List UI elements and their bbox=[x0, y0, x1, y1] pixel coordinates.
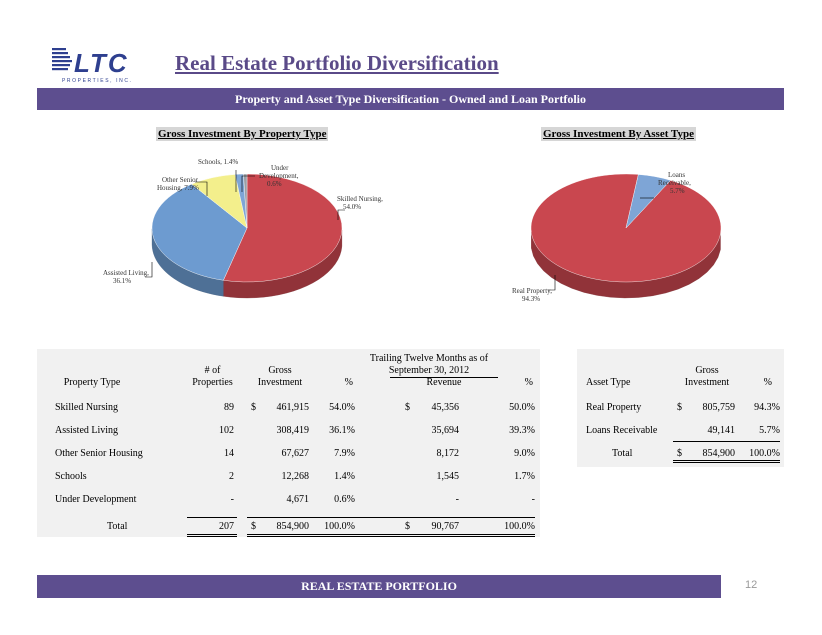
total-gross: 854,900 bbox=[276, 521, 310, 532]
asset-type-table: Gross Investment Asset Type % Real Prope… bbox=[577, 349, 784, 467]
leader-line-real bbox=[548, 275, 556, 291]
row-gross-pct: 54.0% bbox=[329, 402, 355, 413]
leader-line-skilled bbox=[337, 209, 345, 220]
row-revenue-pct: 39.3% bbox=[509, 425, 535, 436]
row-gross-pct: 36.1% bbox=[329, 425, 355, 436]
row-dollar-sign: $ bbox=[251, 402, 256, 413]
loans-receivable-slice bbox=[625, 174, 671, 229]
row-gross-investment: 308,419 bbox=[276, 425, 310, 436]
page-number: 12 bbox=[745, 579, 758, 591]
skilled-nursing-slice bbox=[223, 173, 343, 283]
row-num-properties: 89 bbox=[224, 402, 234, 413]
col-rev-pct: % bbox=[524, 377, 533, 388]
row-gross-pct: 1.4% bbox=[334, 471, 355, 482]
row-gross-pct: 0.6% bbox=[334, 494, 355, 505]
row-gross-investment: 461,915 bbox=[276, 402, 310, 413]
leader-line-other bbox=[195, 181, 208, 196]
col-gross-line1: Gross bbox=[268, 365, 292, 376]
leader-line-assisted bbox=[145, 262, 153, 278]
row-gross-investment: 12,268 bbox=[281, 471, 310, 482]
asset-row-gross: 805,759 bbox=[702, 402, 736, 413]
asset-row-type: Loans Receivable bbox=[586, 425, 658, 436]
label-loans-receivable: Loans Receivable, 5.7% bbox=[658, 171, 691, 195]
logo-text: LTC bbox=[74, 48, 129, 78]
row-revenue-pct: - bbox=[531, 494, 535, 505]
asset-col-type: Asset Type bbox=[586, 377, 631, 388]
logo-subtext: PROPERTIES, INC. bbox=[62, 78, 133, 84]
property-type-pie-chart: Skilled Nursing, 54.0% Assisted Living, 36… bbox=[103, 158, 383, 299]
col-property-type: Property Type bbox=[63, 377, 121, 388]
col-pct: % bbox=[344, 377, 353, 388]
row-gross-investment: 67,627 bbox=[281, 448, 310, 459]
asset-row-type: Real Property bbox=[586, 402, 642, 413]
row-num-properties: - bbox=[230, 494, 234, 505]
total-rev-dollar: $ bbox=[405, 521, 410, 532]
ttm-header-line1: Trailing Twelve Months as of bbox=[369, 353, 489, 364]
asset-chart-title: Gross Investment By Asset Type bbox=[541, 127, 696, 141]
label-real-property: Real Property, 94.3% bbox=[512, 287, 552, 303]
asset-row-pct: 5.7% bbox=[759, 425, 780, 436]
asset-col-pct: % bbox=[763, 377, 772, 388]
label-skilled-nursing: Skilled Nursing, 54.0% bbox=[337, 195, 383, 211]
label-assisted-living: Assisted Living, 36.1% bbox=[103, 269, 149, 285]
row-property-type: Schools bbox=[55, 471, 87, 482]
leader-line-under bbox=[241, 175, 255, 192]
row-gross-pct: 7.9% bbox=[334, 448, 355, 459]
row-property-type: Other Senior Housing bbox=[55, 448, 143, 459]
asset-col-gross-line2: Investment bbox=[684, 377, 730, 388]
row-revenue: 45,356 bbox=[431, 402, 460, 413]
row-revenue-pct: 1.7% bbox=[514, 471, 535, 482]
row-property-type: Skilled Nursing bbox=[55, 402, 119, 413]
ltc-logo: LTC PROPERTIES, INC. bbox=[52, 48, 133, 84]
section-banner: Property and Asset Type Diversification … bbox=[37, 88, 784, 110]
total-num: 207 bbox=[219, 521, 234, 532]
row-revenue: 35,694 bbox=[431, 425, 460, 436]
asset-col-gross-line1: Gross bbox=[695, 365, 719, 376]
asset-type-pie-chart: Loans Receivable, 5.7% Real Property, 94.3% bbox=[512, 171, 722, 303]
row-num-properties: 14 bbox=[224, 448, 234, 459]
row-revenue-pct: 50.0% bbox=[509, 402, 535, 413]
under-development-slice bbox=[243, 173, 248, 229]
row-revenue: - bbox=[455, 494, 459, 505]
asset-row-gross: 49,141 bbox=[707, 425, 736, 436]
asset-total-dollar: $ bbox=[677, 448, 682, 459]
footer-banner: REAL ESTATE PORTFOLIO bbox=[37, 575, 721, 598]
row-num-properties: 2 bbox=[229, 471, 234, 482]
row-revenue-pct: 9.0% bbox=[514, 448, 535, 459]
row-revenue: 8,172 bbox=[436, 448, 460, 459]
total-pct: 100.0% bbox=[324, 521, 355, 532]
label-other-senior-housing: Other Senior Housing, 7.9% bbox=[157, 176, 199, 192]
asset-total-gross: 854,900 bbox=[702, 448, 736, 459]
row-property-type: Under Development bbox=[55, 494, 137, 505]
assisted-living-slice bbox=[151, 183, 248, 281]
page-title: Real Estate Portfolio Diversification bbox=[175, 51, 499, 75]
asset-row-dollar: $ bbox=[677, 402, 682, 413]
total-revenue: 90,767 bbox=[431, 521, 460, 532]
asset-total-label: Total bbox=[612, 448, 633, 459]
property-chart-title: Gross Investment By Property Type bbox=[156, 127, 329, 141]
ttm-header-line2: September 30, 2012 bbox=[388, 365, 470, 376]
col-num-line1: # of bbox=[204, 365, 221, 376]
asset-row-pct: 94.3% bbox=[754, 402, 780, 413]
property-type-table: Trailing Twelve Months as of September 3… bbox=[37, 349, 540, 537]
label-under-development: Under Development, 0.6% bbox=[259, 164, 299, 188]
col-revenue: Revenue bbox=[426, 377, 462, 388]
row-gross-investment: 4,671 bbox=[286, 494, 310, 505]
col-num-line2: Properties bbox=[192, 377, 233, 388]
row-revenue-dollar: $ bbox=[405, 402, 410, 413]
total-rev-pct: 100.0% bbox=[504, 521, 535, 532]
col-gross-line2: Investment bbox=[257, 377, 303, 388]
row-revenue: 1,545 bbox=[436, 471, 460, 482]
label-schools: Schools, 1.4% bbox=[198, 158, 238, 166]
total-label: Total bbox=[107, 521, 128, 532]
row-num-properties: 102 bbox=[219, 425, 234, 436]
row-property-type: Assisted Living bbox=[55, 425, 119, 436]
total-dollar: $ bbox=[251, 521, 256, 532]
asset-total-pct: 100.0% bbox=[749, 448, 780, 459]
